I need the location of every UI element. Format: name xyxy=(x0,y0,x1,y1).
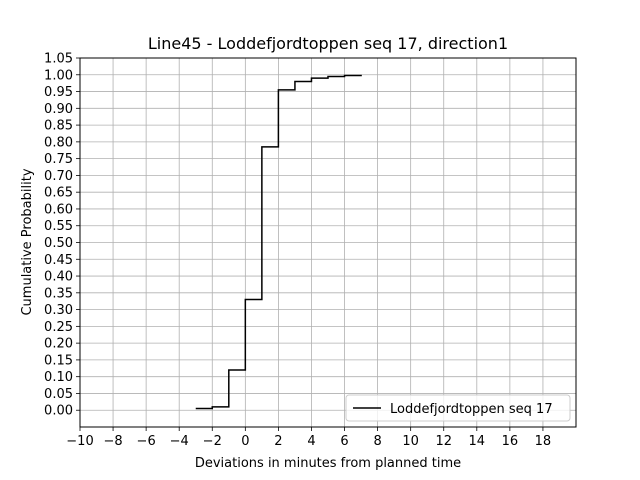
y-tick-label: 0.00 xyxy=(44,404,73,419)
y-tick-label: 0.85 xyxy=(44,119,73,134)
y-tick-label: 0.05 xyxy=(44,387,73,402)
x-axis-label: Deviations in minutes from planned time xyxy=(195,456,461,471)
y-tick-label: 0.30 xyxy=(44,303,73,318)
grid-lines xyxy=(79,57,576,427)
y-tick-label: 0.70 xyxy=(44,169,73,184)
y-axis-label: Cumulative Probability xyxy=(20,168,35,315)
series-lines xyxy=(195,74,362,410)
legend: Loddefjordtoppen seq 17 xyxy=(345,394,571,422)
y-tick-label: 0.25 xyxy=(44,320,73,335)
x-tick-label: 12 xyxy=(435,434,452,449)
y-tick-label: 0.60 xyxy=(44,202,73,217)
x-tick-label: 2 xyxy=(274,434,282,449)
x-tick-label: 18 xyxy=(535,434,552,449)
legend-label: Loddefjordtoppen seq 17 xyxy=(390,402,553,417)
y-tick-label: 0.50 xyxy=(44,236,73,251)
y-tick-label: 0.35 xyxy=(44,286,73,301)
y-tick-label: 0.80 xyxy=(44,135,73,150)
y-tick-label: 1.05 xyxy=(44,52,73,67)
y-tick-label: 0.55 xyxy=(44,219,73,234)
x-tick-label: 10 xyxy=(402,434,419,449)
y-tick-label: 0.90 xyxy=(44,102,73,117)
x-tick-label: −4 xyxy=(170,434,189,449)
x-tick-label: −10 xyxy=(66,434,93,449)
legend-box xyxy=(345,394,571,422)
y-axis-ticks: 0.00 0.05 0.10 0.150.20 0.25 0.30 0.350.40 0.45… xyxy=(44,52,80,419)
x-tick-label: 16 xyxy=(502,434,519,449)
x-tick-label: −2 xyxy=(203,434,222,449)
x-tick-label: 8 xyxy=(373,434,381,449)
y-tick-label: 0.75 xyxy=(44,152,73,167)
y-tick-label: 0.10 xyxy=(44,370,73,385)
y-tick-label: 0.95 xyxy=(44,85,73,100)
x-tick-label: −8 xyxy=(103,434,122,449)
chart-title: Line45 - Loddefjordtoppen seq 17, direct… xyxy=(148,34,508,53)
x-tick-label: −6 xyxy=(137,434,156,449)
y-tick-label: 1.00 xyxy=(44,68,73,83)
x-tick-label: 14 xyxy=(469,434,486,449)
x-tick-label: 6 xyxy=(340,434,348,449)
y-tick-label: 0.45 xyxy=(44,253,73,268)
x-axis-ticks: −10 −8 −6 −4 −2 0 2 4 6 8 10 12 14 16 18 xyxy=(66,427,551,449)
series-line xyxy=(195,74,362,410)
x-tick-label: 4 xyxy=(307,434,315,449)
y-tick-label: 0.40 xyxy=(44,270,73,285)
y-tick-label: 0.20 xyxy=(44,337,73,352)
x-tick-label: 0 xyxy=(241,434,249,449)
y-tick-label: 0.15 xyxy=(44,353,73,368)
y-tick-label: 0.65 xyxy=(44,186,73,201)
